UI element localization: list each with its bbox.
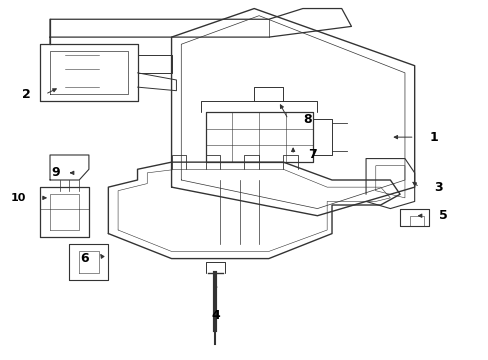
Text: 4: 4 bbox=[210, 309, 219, 322]
Text: 6: 6 bbox=[80, 252, 89, 265]
Text: 1: 1 bbox=[428, 131, 437, 144]
Text: 2: 2 bbox=[22, 88, 30, 101]
Text: 9: 9 bbox=[51, 166, 60, 179]
Text: 10: 10 bbox=[10, 193, 26, 203]
Text: 7: 7 bbox=[307, 148, 316, 162]
Text: 3: 3 bbox=[433, 181, 442, 194]
Text: 8: 8 bbox=[302, 113, 311, 126]
Text: 5: 5 bbox=[438, 209, 447, 222]
